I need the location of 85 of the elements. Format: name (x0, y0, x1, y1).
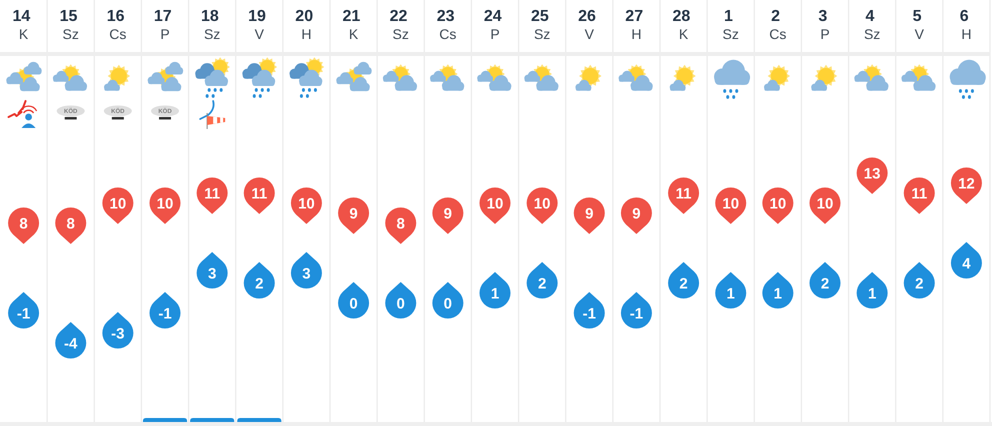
data-label: 2 (820, 275, 830, 292)
data-label: 9 (632, 205, 641, 222)
x-tick-label: 18 Sz (201, 8, 224, 42)
data-label: 0 (444, 295, 452, 312)
x-tick-label: 26 V (578, 8, 600, 42)
x-tick-label: 17 P (154, 8, 176, 42)
data-label: 3 (208, 265, 216, 282)
x-tick-label: 15 Sz (60, 8, 82, 42)
data-label: 11 (676, 185, 692, 202)
data-label: 1 (774, 285, 782, 302)
point (810, 268, 840, 298)
point (762, 278, 794, 308)
data-label: 10 (816, 195, 834, 212)
point (290, 258, 322, 288)
point (338, 198, 370, 228)
data-label: 10 (486, 195, 504, 212)
x-tick-label: 4 Sz (864, 8, 880, 42)
x-tick-label: 21 K (342, 8, 365, 42)
x-tick-label: 22 Sz (390, 8, 412, 42)
point (620, 198, 652, 228)
data-label: 8 (396, 215, 405, 232)
data-label: -1 (630, 305, 644, 322)
point (338, 288, 370, 318)
data-label: 0 (349, 295, 358, 312)
data-label: 11 (251, 185, 268, 202)
point (432, 198, 464, 228)
point (574, 198, 605, 228)
data-label: 2 (538, 275, 546, 292)
point (856, 278, 888, 308)
data-label: 10 (534, 195, 550, 212)
data-label: 3 (302, 265, 311, 282)
x-tick-label: 5 V (912, 8, 926, 42)
data-label: 9 (444, 205, 452, 222)
data-label: 8 (66, 215, 75, 232)
point (668, 268, 700, 298)
data-label: -3 (111, 325, 125, 342)
data-label: 11 (911, 185, 928, 202)
x-tick-label: 19 V (248, 8, 270, 42)
point (385, 288, 416, 318)
x-tick-label: 3 P (818, 8, 832, 42)
data-label: 10 (298, 195, 315, 212)
point (715, 278, 746, 308)
x-tick-label: 24 P (484, 8, 506, 42)
data-label: 4 (962, 255, 972, 272)
data-label: 10 (722, 195, 740, 212)
point (196, 258, 228, 288)
data-label: -1 (16, 305, 30, 322)
point (55, 208, 86, 238)
point (385, 208, 416, 238)
point (904, 268, 935, 298)
point (480, 278, 510, 308)
x-tick-label: 2 Cs (769, 8, 786, 42)
data-label: 10 (770, 195, 786, 212)
data-label: -1 (158, 305, 172, 322)
data-label: 2 (255, 275, 264, 292)
data-label: 1 (868, 285, 876, 302)
point (432, 288, 464, 318)
point (526, 268, 558, 298)
point (244, 268, 275, 298)
x-tick-label: 28 K (672, 8, 695, 42)
x-tick-label: 25 Sz (531, 8, 554, 42)
data-label: 2 (679, 275, 688, 292)
data-label: 10 (110, 195, 126, 212)
data-label: 8 (19, 215, 28, 232)
x-tick-label: 6 H (960, 8, 974, 42)
x-tick-label: 27 H (625, 8, 648, 42)
data-label: 12 (958, 175, 975, 192)
point (950, 248, 982, 278)
data-label: 9 (349, 205, 358, 222)
x-tick-label: 16 Cs (106, 8, 129, 42)
data-label: 0 (396, 295, 405, 312)
x-tick-label: 14 K (12, 8, 35, 42)
data-label: 1 (490, 285, 500, 302)
data-label: -4 (64, 335, 78, 352)
data-label: -1 (582, 305, 596, 322)
data-label: 2 (915, 275, 924, 292)
point (8, 208, 40, 238)
data-label: 13 (864, 165, 880, 182)
x-tick-label: 23 Cs (436, 8, 459, 42)
data-label: 10 (156, 195, 174, 212)
data-label: 9 (585, 205, 594, 222)
x-tick-label: 1 Sz (722, 8, 739, 42)
data-label: 11 (204, 185, 220, 202)
data-label: 1 (726, 285, 735, 302)
x-tick-label: 20 H (295, 8, 318, 42)
